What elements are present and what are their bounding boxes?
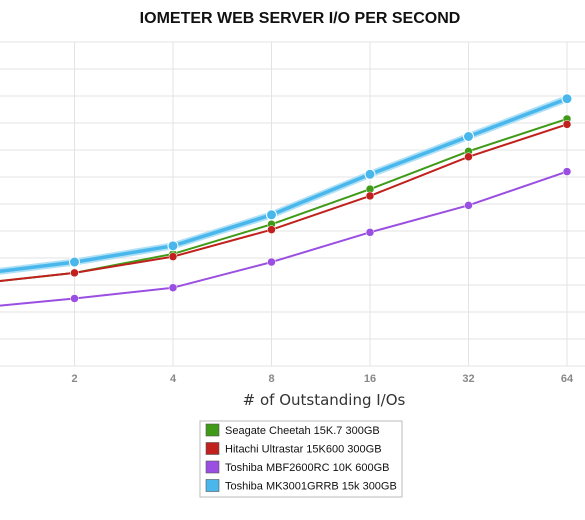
legend: Seagate Cheetah 15K.7 300GB Hitachi Ultra… — [199, 420, 403, 498]
legend-label: Seagate Cheetah 15K.7 300GB — [225, 425, 380, 437]
legend-swatch — [205, 460, 220, 474]
data-point-toshiba-mbf2600rc-10k-600gb — [168, 283, 178, 292]
data-point-hitachi-ultrastar-15k600-300gb — [562, 120, 572, 129]
data-point-toshiba-mbf2600rc-10k-600gb — [365, 228, 375, 237]
x-tick-labels: 2 4 8 16 32 64 — [71, 373, 574, 385]
data-point-hitachi-ultrastar-15k600-300gb — [70, 268, 79, 278]
series-line-glow-toshiba-mk3001grrb-15k-300gb — [0, 95, 571, 275]
data-point-toshiba-mk3001grrb-15k-300gb — [561, 93, 573, 105]
series-line-toshiba-mbf2600rc-10k-600gb — [0, 170, 568, 307]
chart-title: IOMETER WEB SERVER I/O PER SECOND — [140, 10, 461, 27]
data-point-hitachi-ultrastar-15k600-300gb — [365, 191, 375, 201]
data-point-hitachi-ultrastar-15k600-300gb — [464, 152, 473, 161]
legend-label: Hitachi Ultrastar 15K600 300GB — [225, 444, 382, 456]
x-tick-label: 32 — [462, 373, 474, 385]
data-point-hitachi-ultrastar-15k600-300gb — [168, 252, 178, 261]
data-point-toshiba-mk3001grrb-15k-300gb — [167, 240, 179, 252]
data-point-toshiba-mbf2600rc-10k-600gb — [267, 257, 276, 267]
series-points — [69, 93, 573, 303]
x-tick-label: 2 — [71, 373, 77, 385]
x-tick-label: 8 — [268, 373, 274, 385]
x-tick-label: 64 — [561, 373, 574, 385]
series-lines — [0, 95, 571, 307]
data-point-toshiba-mbf2600rc-10k-600gb — [464, 201, 473, 210]
legend-swatch — [205, 423, 220, 437]
x-axis-label: # of Outstanding I/Os — [243, 391, 406, 409]
legend-box — [199, 420, 403, 498]
data-point-toshiba-mbf2600rc-10k-600gb — [562, 167, 572, 176]
data-point-toshiba-mk3001grrb-15k-300gb — [364, 168, 376, 180]
series-line-toshiba-mk3001grrb-15k-300gb — [0, 97, 568, 274]
x-tick-label: 16 — [364, 373, 376, 385]
legend-swatch — [205, 442, 220, 455]
legend-label: Toshiba MK3001GRRB 15k 300GB — [225, 481, 397, 493]
data-point-toshiba-mk3001grrb-15k-300gb — [69, 256, 80, 268]
legend-label: Toshiba MBF2600RC 10K 600GB — [225, 462, 389, 474]
data-point-hitachi-ultrastar-15k600-300gb — [267, 225, 276, 234]
data-point-toshiba-mk3001grrb-15k-300gb — [463, 131, 474, 142]
data-point-toshiba-mbf2600rc-10k-600gb — [70, 294, 79, 303]
x-tick-label: 4 — [170, 373, 177, 385]
data-point-toshiba-mk3001grrb-15k-300gb — [266, 209, 277, 221]
legend-swatch — [205, 479, 220, 492]
